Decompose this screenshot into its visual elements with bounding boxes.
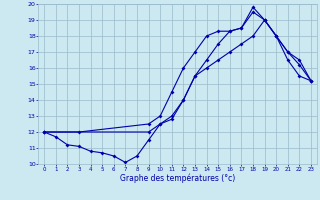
X-axis label: Graphe des températures (°c): Graphe des températures (°c) (120, 173, 235, 183)
